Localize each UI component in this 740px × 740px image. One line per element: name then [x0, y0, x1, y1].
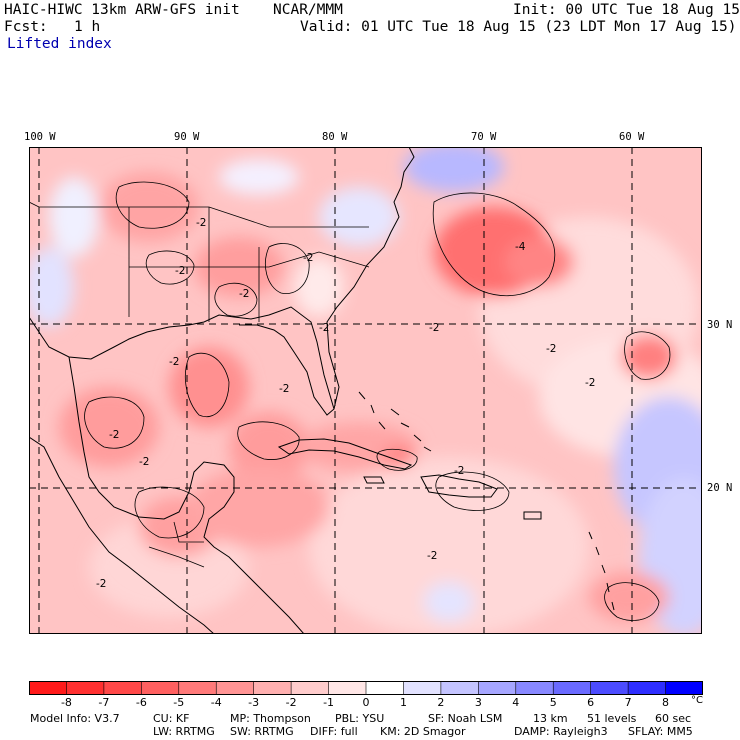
contour-label: -2: [303, 252, 313, 264]
footer-cu: CU: KF: [153, 712, 190, 725]
colorbar-cell: [515, 681, 554, 695]
colorbar-tick-label: -2: [285, 696, 297, 709]
fcst-label: Fcst:: [4, 19, 48, 35]
colorbar-cell: [216, 681, 255, 695]
footer-pbl: PBL: YSU: [335, 712, 385, 725]
contour-label: -2: [427, 550, 437, 562]
colorbar-cell: [291, 681, 330, 695]
colorbar-tick-label: -6: [135, 696, 147, 709]
footer-damp: DAMP: Rayleigh3: [514, 725, 608, 738]
colorbar-tick-label: 7: [624, 696, 632, 709]
lon-label-80w: 80 W: [322, 131, 348, 143]
colorbar-cell: [103, 681, 142, 695]
colorbar-cell: [328, 681, 367, 695]
colorbar-tick-label: -3: [248, 696, 260, 709]
colorbar-cell: [141, 681, 180, 695]
contour-label: -2: [169, 356, 179, 368]
footer-sflay: SFLAY: MM5: [628, 725, 693, 738]
footer-timestep: 60 sec: [655, 712, 692, 725]
contour-label: -2: [196, 217, 206, 229]
contour-label: -2: [175, 265, 185, 277]
colorbar-tick-label: 6: [587, 696, 595, 709]
footer-diff: DIFF: full: [310, 725, 358, 738]
lat-label-20n: 20 N: [707, 482, 733, 494]
colorbar-cell: [29, 681, 67, 695]
colorbar-cell: [66, 681, 105, 695]
footer-resolution: 13 km: [533, 712, 568, 725]
colorbar-cell: [403, 681, 442, 695]
footer-lw: LW: RRTMG: [153, 725, 215, 738]
colorbar-tick-label: 5: [549, 696, 557, 709]
colorbar-tick-label: 4: [512, 696, 520, 709]
footer-levels: 51 levels: [587, 712, 637, 725]
footer-km: KM: 2D Smagor: [380, 725, 466, 738]
colorbar-cell: [253, 681, 292, 695]
lon-label-90w: 90 W: [174, 131, 200, 143]
colorbar-tick-label: -7: [98, 696, 110, 709]
coastlines: [29, 147, 615, 634]
map-frame: [29, 147, 702, 634]
contour-label: -4: [515, 241, 526, 253]
contour-label: -2: [239, 288, 249, 300]
lon-label-70w: 70 W: [471, 131, 497, 143]
contour-label: -2: [585, 377, 595, 389]
model-title: HAIC-HIWC 13km ARW-GFS init: [4, 2, 240, 18]
contour-label: -2: [319, 322, 329, 334]
colorbar: [29, 681, 703, 695]
colorbar-cell: [440, 681, 479, 695]
fcst-value: 1 h: [74, 19, 101, 35]
contour-lines: [84, 181, 671, 621]
contour-label: -2: [279, 383, 289, 395]
colorbar-cell: [590, 681, 629, 695]
contour-label: -2: [429, 322, 439, 334]
contour-label: -2: [96, 578, 106, 590]
contour-label: -2: [109, 429, 119, 441]
lifted-index-map: -2 -2 -2 -2 -2 -4 -2 -2 -2 -2 -2 -2 -2 -…: [29, 147, 702, 634]
colorbar-cell: [553, 681, 592, 695]
colorbar-tick-label: -5: [173, 696, 185, 709]
colorbar-unit: °C: [691, 695, 703, 706]
field-name: Lifted index: [7, 36, 112, 52]
lat-label-30n: 30 N: [707, 319, 733, 331]
lon-label-100w: 100 W: [24, 131, 56, 143]
colorbar-tick-label: -4: [210, 696, 222, 709]
colorbar-tick-label: 0: [362, 696, 370, 709]
footer-sw: SW: RRTMG: [230, 725, 294, 738]
footer-mp: MP: Thompson: [230, 712, 311, 725]
valid-time: Valid: 01 UTC Tue 18 Aug 15 (23 LDT Mon …: [300, 19, 737, 35]
colorbar-tick-label: 1: [399, 696, 407, 709]
contour-label: -2: [546, 343, 556, 355]
colorbar-cell: [178, 681, 217, 695]
colorbar-cell: [366, 681, 404, 695]
colorbar-tick-label: 3: [474, 696, 482, 709]
contour-label: -2: [139, 456, 149, 468]
colorbar-tick-label: 2: [437, 696, 445, 709]
init-time: Init: 00 UTC Tue 18 Aug 15: [513, 2, 740, 18]
colorbar-cell: [665, 681, 703, 695]
footer-model-info: Model Info: V3.7: [30, 712, 120, 725]
colorbar-tick-label: -8: [60, 696, 72, 709]
contour-label: -2: [454, 465, 464, 477]
colorbar-cell: [628, 681, 667, 695]
footer-sf: SF: Noah LSM: [428, 712, 503, 725]
colorbar-cell: [478, 681, 517, 695]
center-name: NCAR/MMM: [273, 2, 343, 18]
lon-label-60w: 60 W: [619, 131, 645, 143]
colorbar-tick-label: -1: [323, 696, 335, 709]
colorbar-tick-label: 8: [662, 696, 670, 709]
contour-labels: -2 -2 -2 -2 -2 -4 -2 -2 -2 -2 -2 -2 -2 -…: [96, 217, 595, 590]
